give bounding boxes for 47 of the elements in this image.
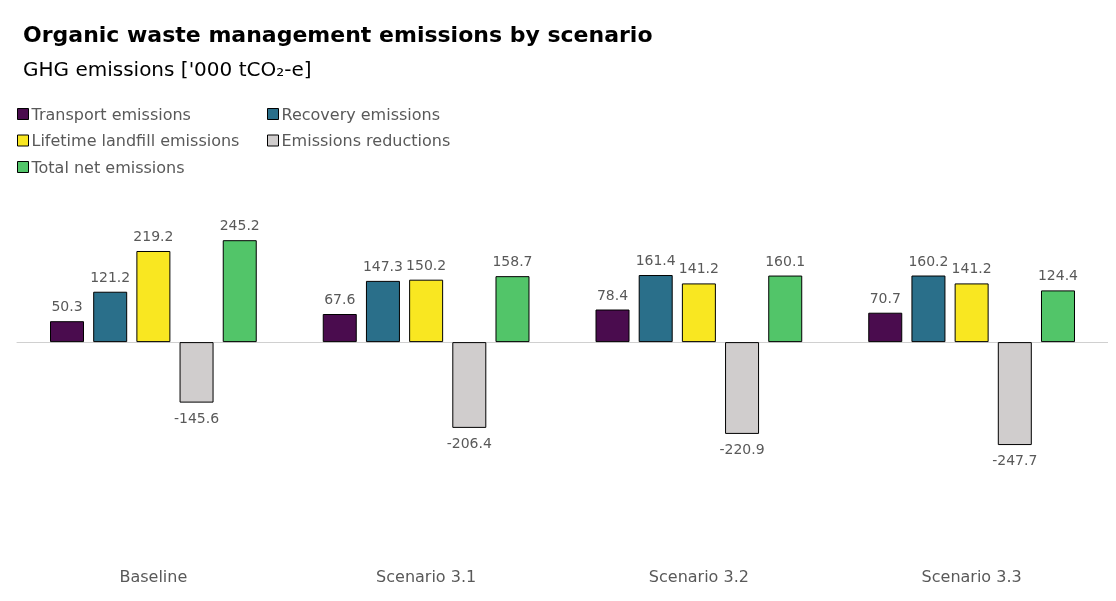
bar bbox=[954, 283, 989, 343]
data-label: -220.9 bbox=[719, 440, 765, 457]
chart-title: Organic waste management emissions by scenario bbox=[23, 21, 653, 47]
bar bbox=[681, 283, 716, 343]
bar bbox=[638, 275, 673, 343]
data-label: 78.4 bbox=[596, 286, 629, 303]
bar bbox=[495, 276, 530, 343]
data-label: 150.2 bbox=[406, 256, 447, 273]
bar bbox=[911, 275, 946, 343]
data-label: 70.7 bbox=[869, 289, 901, 306]
bar bbox=[768, 275, 803, 343]
chart-subtitle: GHG emissions ['000 tCO₂-e] bbox=[23, 57, 312, 81]
bar bbox=[93, 291, 128, 343]
x-tick-label: Scenario 3.2 bbox=[648, 566, 749, 586]
bar bbox=[50, 321, 85, 343]
bar bbox=[222, 240, 257, 343]
legend-label: Emissions reductions bbox=[281, 131, 451, 150]
data-label: 67.6 bbox=[324, 291, 356, 308]
data-label: 147.3 bbox=[362, 257, 403, 274]
data-label: 141.2 bbox=[951, 260, 992, 277]
bar bbox=[595, 309, 630, 343]
bar bbox=[1040, 290, 1075, 343]
bar bbox=[868, 312, 903, 343]
bar bbox=[136, 251, 171, 343]
data-label: 124.4 bbox=[1037, 267, 1079, 284]
data-label: -206.4 bbox=[446, 434, 492, 451]
data-label: 160.2 bbox=[908, 252, 949, 269]
data-label: 121.2 bbox=[90, 268, 131, 285]
data-label: 158.7 bbox=[492, 253, 533, 270]
data-label: 160.1 bbox=[765, 252, 806, 269]
data-label: 141.2 bbox=[678, 260, 719, 277]
legend-label: Lifetime landfill emissions bbox=[31, 131, 240, 150]
bar bbox=[409, 279, 444, 343]
data-label: -145.6 bbox=[173, 409, 220, 426]
x-tick-label: Scenario 3.1 bbox=[376, 566, 477, 586]
legend-label: Recovery emissions bbox=[281, 104, 441, 124]
data-label: 50.3 bbox=[51, 298, 83, 315]
legend-label: Transport emissions bbox=[30, 104, 191, 124]
bar bbox=[322, 314, 357, 343]
data-label: 161.4 bbox=[635, 252, 676, 269]
x-tick-label: Scenario 3.3 bbox=[921, 566, 1022, 586]
data-label: 219.2 bbox=[133, 228, 174, 244]
x-tick-label: Baseline bbox=[119, 566, 188, 586]
legend-label: Total net emissions bbox=[30, 157, 185, 177]
data-label: 245.2 bbox=[219, 217, 260, 234]
bar bbox=[365, 280, 400, 343]
data-label: -247.7 bbox=[992, 452, 1038, 469]
